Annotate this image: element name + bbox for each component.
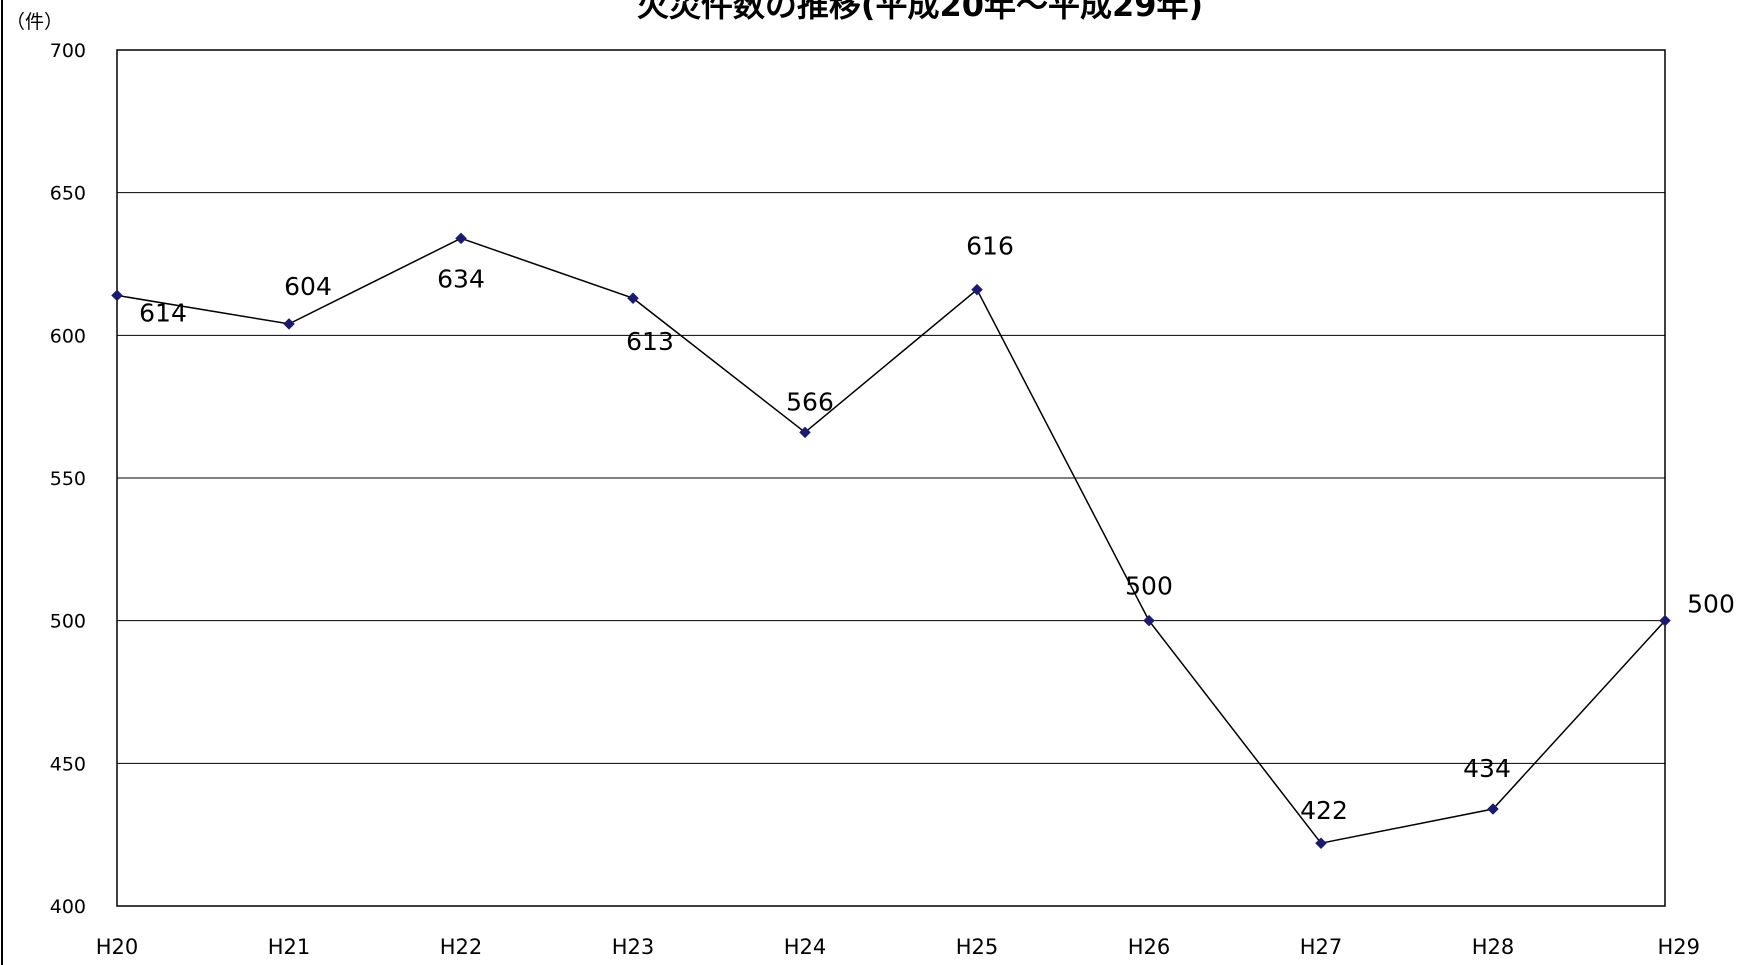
y-tick-label-650: 650 <box>50 183 86 205</box>
data-label-H21: 604 <box>284 272 332 301</box>
chart-title: 火災件数の推移(平成20年～平成29年) <box>637 0 1203 24</box>
data-label-H28: 434 <box>1463 754 1511 783</box>
data-point-H24 <box>799 426 811 439</box>
x-tick-label-H29: H29 <box>1657 935 1700 959</box>
x-tick-label-H21: H21 <box>268 935 311 959</box>
y-axis-unit-label: （件） <box>6 11 63 33</box>
x-tick-label-H25: H25 <box>956 935 999 959</box>
y-tick-label-550: 550 <box>50 468 86 490</box>
x-tick-label-H26: H26 <box>1128 935 1171 959</box>
data-point-H21 <box>283 318 295 330</box>
data-point-H23 <box>627 292 639 305</box>
data-point-H27 <box>1315 837 1327 850</box>
x-tick-label-H28: H28 <box>1472 935 1515 959</box>
y-axis-ticks: 400 450 500 550 600 650 700 <box>50 40 86 918</box>
y-tick-label-700: 700 <box>50 40 86 62</box>
y-tick-label-400: 400 <box>50 896 86 918</box>
y-tick-label-450: 450 <box>50 753 86 775</box>
x-tick-label-H20: H20 <box>96 935 139 959</box>
data-label-H23: 613 <box>626 327 674 356</box>
data-labels: 614 604 634 613 566 616 500 422 434 500 <box>139 232 1735 826</box>
x-tick-label-H22: H22 <box>440 935 483 959</box>
data-point-H20 <box>111 289 123 302</box>
data-point-H28 <box>1487 803 1499 815</box>
y-tick-label-600: 600 <box>50 325 86 347</box>
x-tick-label-H27: H27 <box>1300 935 1343 959</box>
data-label-H26: 500 <box>1125 572 1173 601</box>
data-label-H24: 566 <box>786 387 834 416</box>
data-label-H27: 422 <box>1300 796 1348 825</box>
data-label-H29: 500 <box>1687 590 1735 619</box>
data-point-H26 <box>1143 614 1155 627</box>
series-line <box>116 237 1666 845</box>
data-point-H29 <box>1659 614 1671 627</box>
plot-area-frame <box>116 49 1666 907</box>
data-point-H25 <box>971 283 983 296</box>
data-label-H22: 634 <box>437 264 485 293</box>
gridlines <box>117 192 1665 764</box>
y-tick-label-500: 500 <box>50 611 86 633</box>
data-point-H22 <box>455 232 467 245</box>
x-axis-ticks: H20 H21 H22 H23 H24 H25 H26 H27 H28 H29 <box>96 935 1700 959</box>
data-markers <box>111 232 1671 850</box>
data-label-H25: 616 <box>966 232 1014 261</box>
x-tick-label-H24: H24 <box>784 935 827 959</box>
x-tick-label-H23: H23 <box>612 935 655 959</box>
data-label-H20: 614 <box>139 298 187 327</box>
